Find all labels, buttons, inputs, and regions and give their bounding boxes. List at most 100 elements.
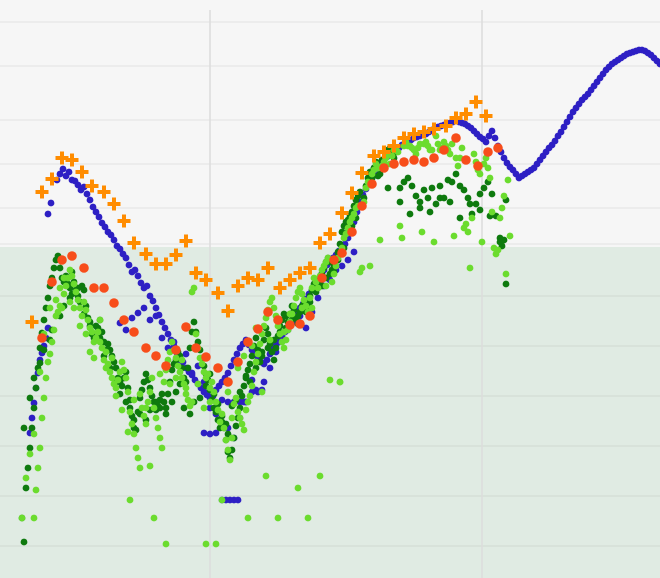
data-point bbox=[30, 399, 38, 407]
data-point bbox=[305, 311, 315, 321]
data-point bbox=[119, 315, 129, 325]
data-point bbox=[92, 208, 100, 216]
data-point bbox=[466, 200, 474, 208]
data-point bbox=[152, 414, 160, 422]
data-point bbox=[40, 316, 48, 324]
data-point bbox=[476, 170, 484, 178]
data-point-plus bbox=[303, 261, 317, 275]
data-point bbox=[238, 420, 246, 428]
data-point bbox=[424, 194, 432, 202]
data-point bbox=[89, 203, 97, 211]
data-point bbox=[450, 232, 458, 240]
data-point bbox=[178, 374, 186, 382]
data-point bbox=[168, 338, 176, 346]
data-point-plus bbox=[377, 145, 391, 159]
data-point bbox=[396, 222, 404, 230]
data-point bbox=[408, 182, 416, 190]
data-point bbox=[172, 354, 180, 362]
data-point bbox=[264, 344, 272, 352]
data-point bbox=[26, 444, 34, 452]
data-point bbox=[82, 306, 90, 314]
data-point bbox=[171, 345, 181, 355]
data-point bbox=[151, 351, 161, 361]
data-point bbox=[483, 147, 493, 157]
data-point bbox=[191, 343, 201, 353]
data-point bbox=[314, 284, 322, 292]
data-point bbox=[164, 330, 172, 338]
data-point bbox=[134, 272, 142, 280]
data-point bbox=[268, 294, 276, 302]
data-point bbox=[213, 363, 223, 373]
data-point bbox=[108, 374, 116, 382]
data-point bbox=[204, 370, 212, 378]
data-point bbox=[258, 388, 266, 396]
data-point bbox=[228, 434, 236, 442]
data-point bbox=[80, 298, 88, 306]
data-point bbox=[114, 376, 122, 384]
data-point-plus bbox=[313, 236, 327, 250]
data-point bbox=[116, 245, 124, 253]
data-point bbox=[112, 384, 120, 392]
data-point bbox=[78, 312, 86, 320]
data-point bbox=[326, 376, 334, 384]
data-point bbox=[294, 312, 302, 320]
data-point bbox=[389, 159, 399, 169]
data-point bbox=[110, 236, 118, 244]
data-point bbox=[557, 128, 565, 136]
data-point-plus bbox=[427, 122, 441, 136]
data-point bbox=[108, 354, 116, 362]
data-point bbox=[212, 429, 220, 437]
data-point-plus bbox=[221, 304, 235, 318]
data-point-plus bbox=[97, 185, 111, 199]
data-point bbox=[210, 388, 218, 396]
data-point bbox=[40, 346, 48, 354]
data-point-plus bbox=[283, 273, 297, 287]
data-point bbox=[451, 133, 461, 143]
data-point bbox=[491, 134, 499, 142]
data-point bbox=[224, 369, 232, 377]
data-point bbox=[32, 384, 40, 392]
data-point bbox=[160, 398, 168, 406]
data-point bbox=[263, 307, 273, 317]
data-point bbox=[192, 330, 200, 338]
data-point bbox=[146, 462, 154, 470]
data-point bbox=[156, 370, 164, 378]
data-point-plus bbox=[251, 273, 265, 287]
data-point bbox=[92, 322, 100, 330]
data-point bbox=[242, 406, 250, 414]
data-point bbox=[122, 326, 130, 334]
data-point-plus bbox=[55, 151, 69, 165]
data-point bbox=[322, 282, 330, 290]
data-point bbox=[250, 368, 258, 376]
data-point bbox=[252, 334, 260, 342]
data-point bbox=[30, 374, 38, 382]
data-point bbox=[152, 398, 160, 406]
data-point bbox=[466, 264, 474, 272]
data-point bbox=[122, 398, 130, 406]
data-point bbox=[396, 198, 404, 206]
data-point bbox=[298, 304, 306, 312]
data-point bbox=[240, 426, 248, 434]
data-point bbox=[118, 406, 126, 414]
data-point bbox=[224, 446, 232, 454]
data-point bbox=[107, 231, 115, 239]
data-point bbox=[432, 200, 440, 208]
data-point bbox=[470, 150, 478, 158]
data-point bbox=[162, 404, 170, 412]
data-point bbox=[124, 428, 132, 436]
data-point bbox=[58, 304, 66, 312]
data-point bbox=[40, 394, 48, 402]
data-point bbox=[132, 444, 140, 452]
data-point bbox=[134, 454, 142, 462]
data-point bbox=[220, 424, 228, 432]
data-point bbox=[126, 408, 134, 416]
data-point bbox=[488, 190, 496, 198]
data-point bbox=[314, 294, 322, 302]
data-point bbox=[28, 424, 36, 432]
data-point-plus bbox=[179, 234, 193, 248]
data-point bbox=[74, 181, 82, 189]
data-point-plus bbox=[469, 95, 483, 109]
data-point bbox=[399, 157, 409, 167]
data-point bbox=[498, 204, 506, 212]
